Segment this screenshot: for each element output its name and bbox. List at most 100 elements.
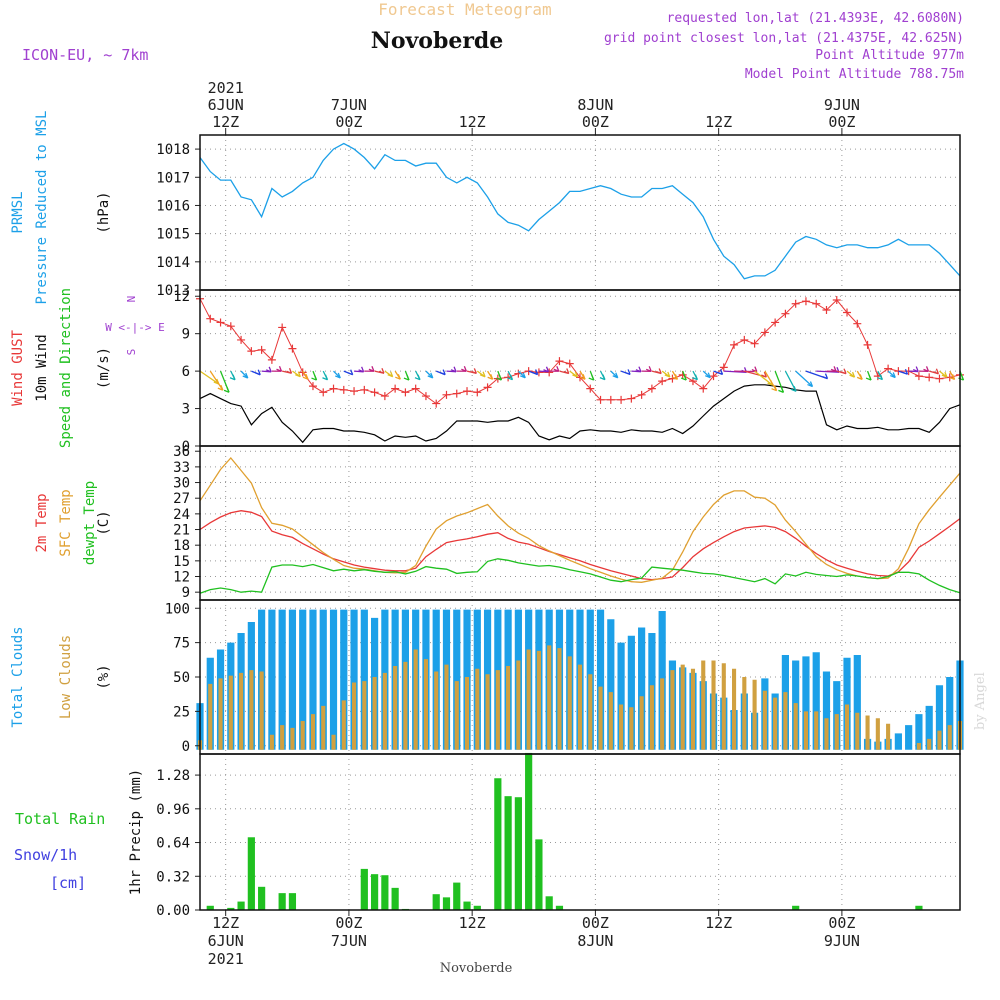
gust-marker xyxy=(925,373,934,382)
total-clouds-bar xyxy=(853,655,861,750)
wind10m-line xyxy=(199,384,961,444)
low-clouds-bar xyxy=(660,678,665,750)
low-clouds-bar xyxy=(752,679,757,750)
gust-marker xyxy=(914,372,923,381)
gust-marker xyxy=(360,385,369,394)
low-clouds-bar xyxy=(362,681,367,750)
wind-direction-arrowhead xyxy=(335,372,341,379)
low-clouds-bar xyxy=(557,648,562,750)
rain-bar xyxy=(453,882,461,910)
low-clouds-bar xyxy=(259,671,264,750)
gust-marker xyxy=(791,299,800,308)
gust-marker xyxy=(730,340,739,349)
pressure-ytick-label: 1018 xyxy=(156,142,190,158)
gust-marker xyxy=(298,368,307,377)
bottom-time-label: 12Z xyxy=(459,914,486,932)
low-clouds-bar xyxy=(639,696,644,750)
wind-direction-arrowhead xyxy=(572,371,579,378)
wind-direction-arrowhead xyxy=(311,374,318,381)
clouds-ytick-label: 75 xyxy=(173,636,190,652)
wind-direction-arrowhead xyxy=(276,365,283,372)
wind-unit-label: (m/s) xyxy=(96,347,112,389)
gust-marker xyxy=(432,399,441,408)
rain-bar xyxy=(258,886,266,910)
bottom-time-label: 00Z xyxy=(335,914,362,932)
wind-direction-arrowhead xyxy=(877,374,883,381)
rain-bar xyxy=(278,893,286,910)
low-clouds-bar xyxy=(208,683,213,750)
low-clouds-bar xyxy=(937,730,942,750)
gust-marker xyxy=(257,345,266,354)
wind-direction-arrowhead xyxy=(958,374,965,381)
bottom-time-label: 00Z xyxy=(582,914,609,932)
rain-bar xyxy=(442,897,451,910)
compass-north: N xyxy=(125,296,138,303)
pressure-line xyxy=(199,142,961,280)
wind-direction-arrowhead xyxy=(664,371,671,378)
precip-ytick-label: 0.00 xyxy=(156,903,190,919)
low-clouds-bar xyxy=(844,704,850,750)
low-clouds-bar xyxy=(742,677,747,750)
wind-direction-arrowhead xyxy=(635,366,642,373)
wind-ytick-label: 3 xyxy=(182,402,190,418)
wind-ylabel-gust: Wind GUST xyxy=(10,330,26,406)
wind-ytick-label: 0 xyxy=(182,439,190,455)
wind-direction-arrowhead xyxy=(692,374,699,381)
wind-direction-arrowhead xyxy=(624,369,631,376)
low-clouds-bar xyxy=(454,681,459,750)
requested-coords: requested lon,lat (21.4393E, 42.6080N) xyxy=(667,11,964,26)
low-clouds-bar xyxy=(352,682,357,750)
wind-direction-arrowhead xyxy=(496,374,502,381)
low-clouds-bar xyxy=(577,664,583,750)
temp-2m-line xyxy=(199,510,961,581)
low-clouds-bar xyxy=(536,650,541,750)
gust-marker xyxy=(709,372,718,381)
wind-ylabel-10m: 10m Wind xyxy=(34,334,50,401)
total-clouds-bar xyxy=(935,685,944,750)
wind-direction-arrowhead xyxy=(322,374,329,381)
total-clouds-bar xyxy=(905,725,913,750)
rain-bar xyxy=(247,837,255,910)
gust-marker xyxy=(237,335,246,344)
low-clouds-bar xyxy=(629,707,634,750)
wind-direction-arrowhead xyxy=(403,374,410,381)
gust-marker xyxy=(545,368,554,377)
wind-direction-arrowhead xyxy=(933,368,940,375)
low-clouds-bar xyxy=(855,712,860,750)
low-clouds-bar xyxy=(598,686,603,750)
wind-direction-arrowhead xyxy=(849,371,856,378)
gust-marker xyxy=(719,363,728,372)
wind-direction-arrowhead xyxy=(229,374,236,381)
rain-bar xyxy=(391,887,399,910)
low-clouds-bar xyxy=(762,690,767,750)
wind-direction-arrowhead xyxy=(645,366,652,372)
precip-ytick-label: 0.96 xyxy=(156,802,190,818)
low-clouds-bar xyxy=(228,675,233,750)
low-clouds-bar xyxy=(927,738,932,750)
temperature-ytick-label: 21 xyxy=(173,523,190,539)
wind-frame xyxy=(199,289,961,447)
bottom-time-label: 7JUN xyxy=(331,932,367,950)
gust-marker xyxy=(596,395,605,404)
rain-bar xyxy=(381,875,389,910)
low-clouds-bar xyxy=(300,721,305,750)
low-clouds-bar xyxy=(218,678,223,750)
wind-ytick-label: 12 xyxy=(173,289,190,305)
gust-marker xyxy=(421,392,430,401)
rain-bar xyxy=(545,896,553,910)
gust-marker xyxy=(411,384,420,393)
bottom-time-label: 12Z xyxy=(212,914,239,932)
gust-marker xyxy=(329,384,338,393)
rain-bar xyxy=(206,905,214,910)
rain-bar xyxy=(494,778,502,910)
model-label: ICON-EU, ~ 7km xyxy=(22,46,148,64)
wind-direction-arrowhead xyxy=(949,374,956,381)
compass-east-west: W <-|-> E xyxy=(105,321,165,334)
rain-bar xyxy=(535,839,543,910)
temp-ylabel-sfc: SFC Temp xyxy=(58,489,74,556)
clouds-ytick-label: 100 xyxy=(165,601,190,617)
temperature-unit-label: (C) xyxy=(96,510,112,535)
total-clouds-bar xyxy=(350,609,358,750)
grid-point-coords: grid point closest lon,lat (21.4375E, 42… xyxy=(604,31,964,46)
total-clouds-bar xyxy=(843,657,851,750)
